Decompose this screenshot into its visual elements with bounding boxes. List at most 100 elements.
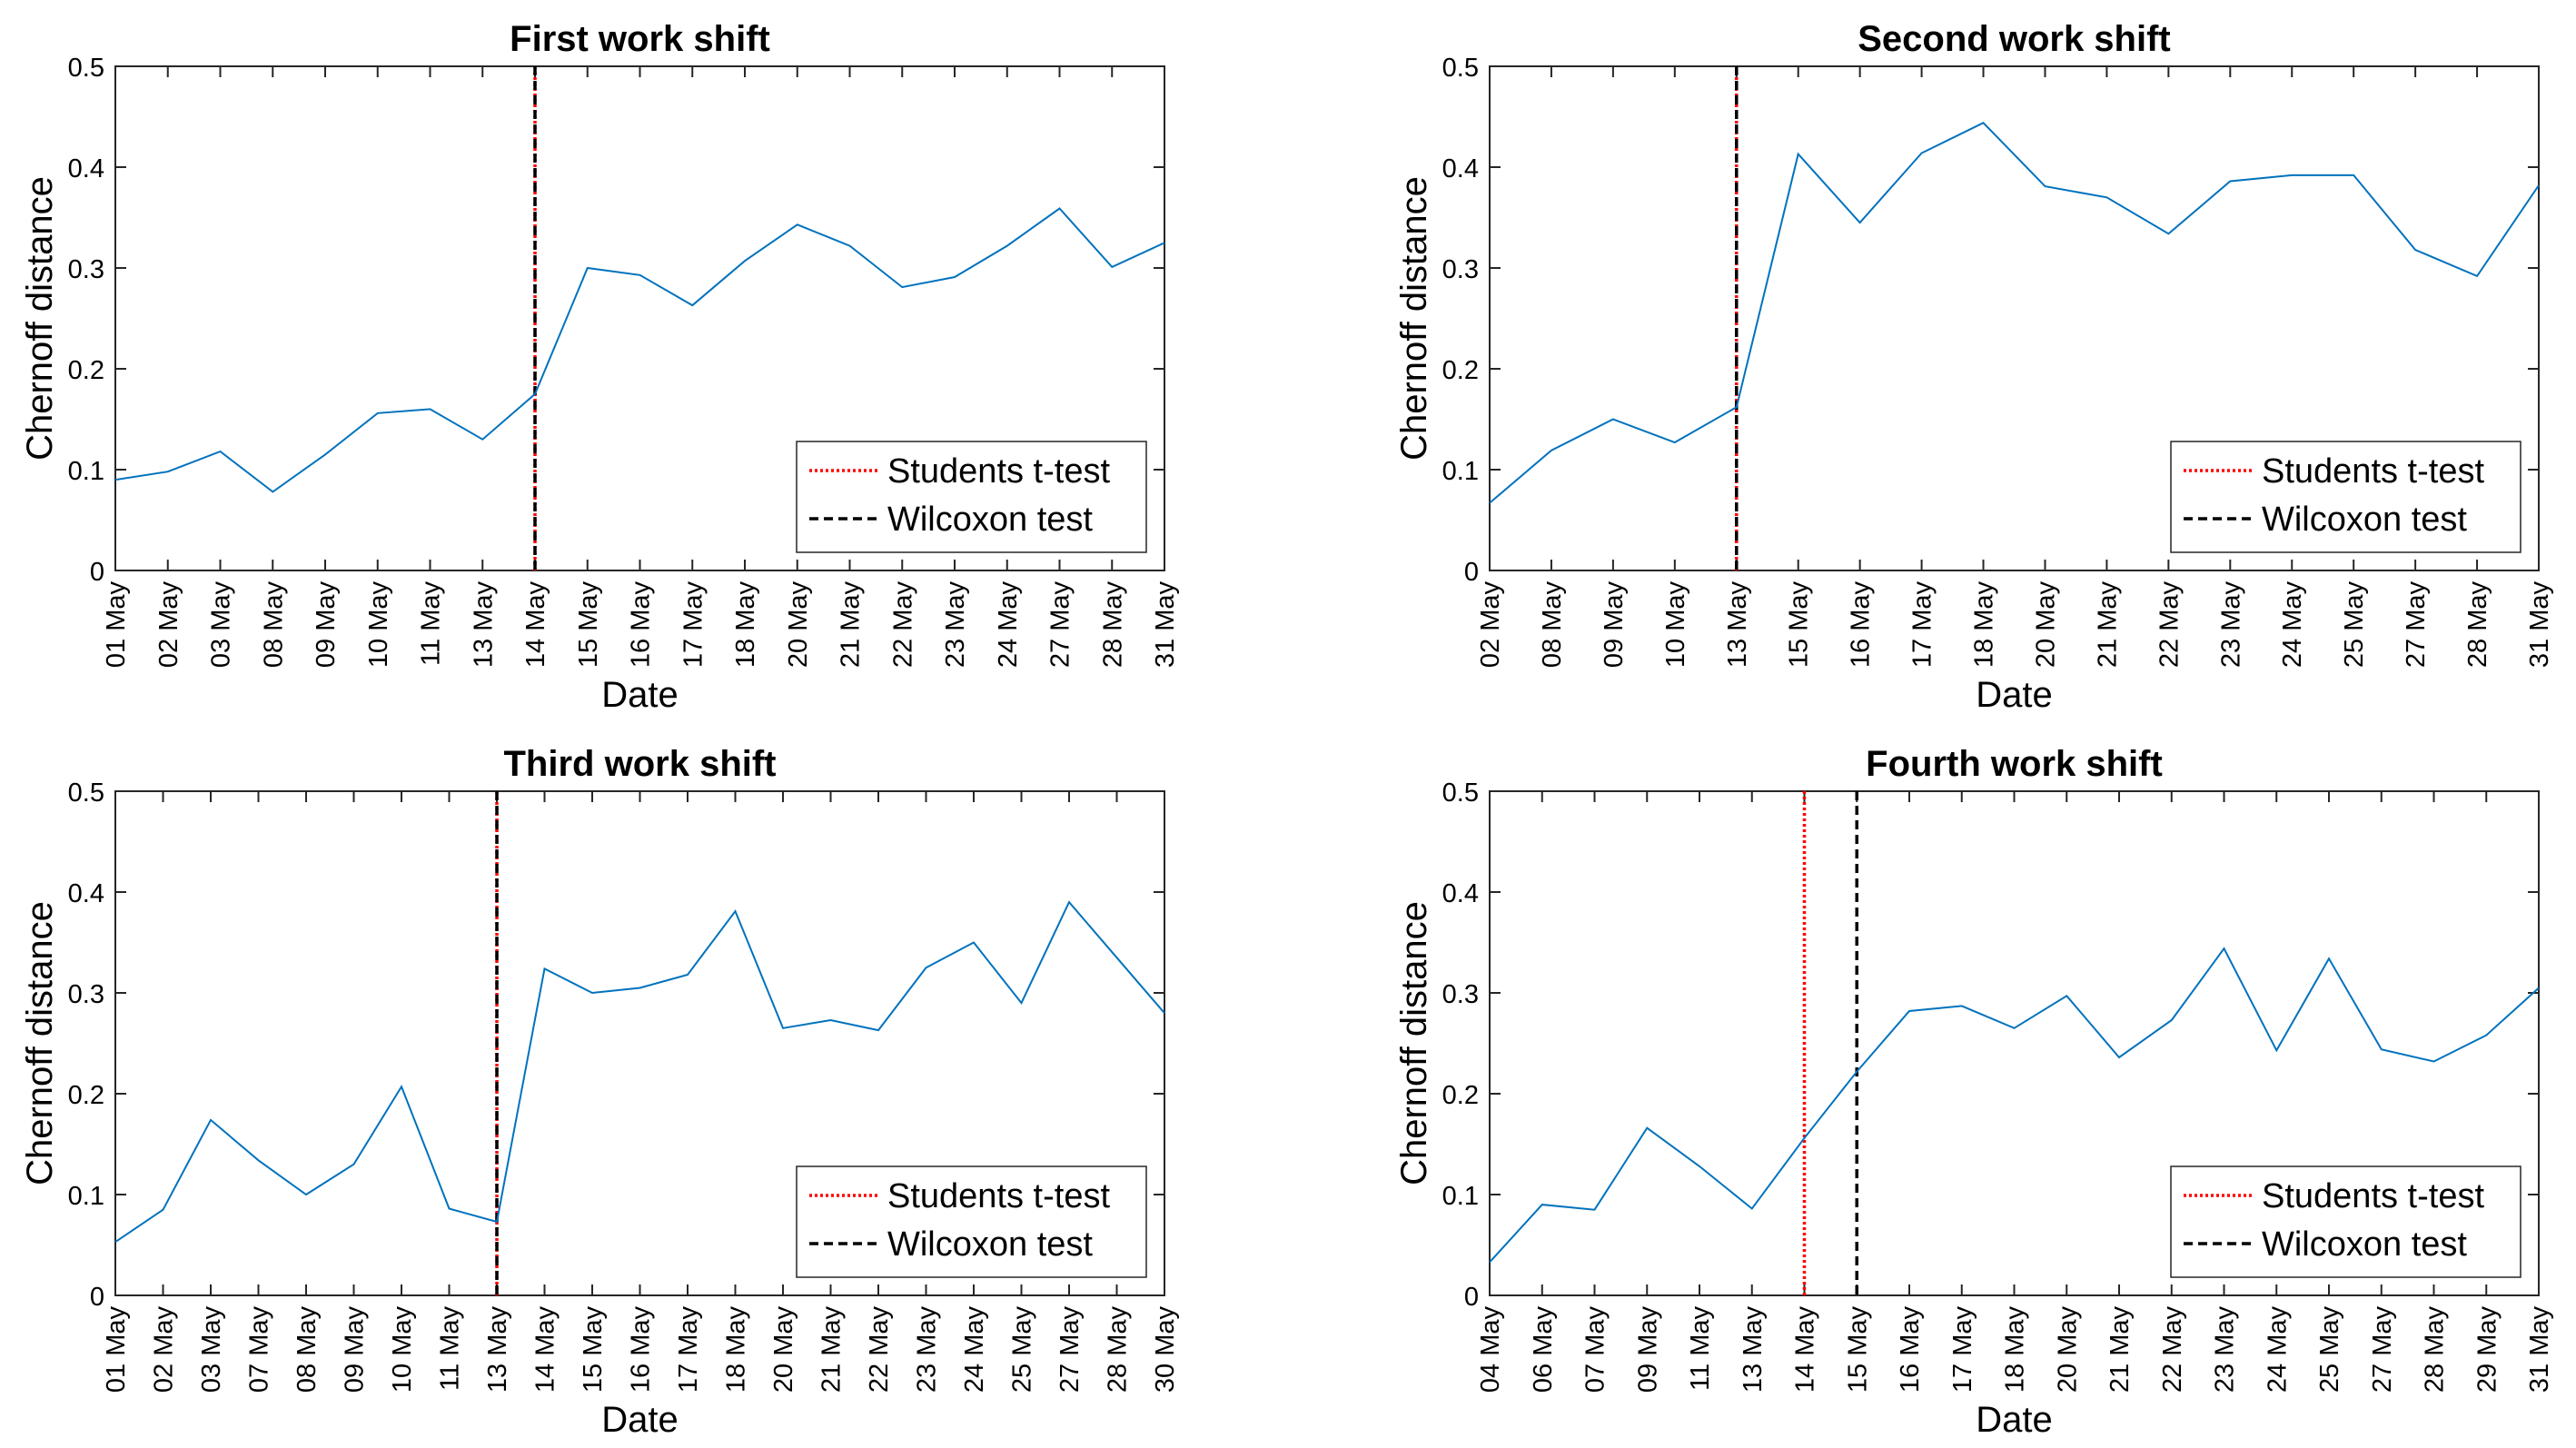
panel-fourth-work-shift: 0 0.1 0.2 0.3 0.4 0.5 04 May 06 May 07 May 09 May… <box>1394 744 2554 1440</box>
legend: Students t-test Wilcoxon test <box>2170 1165 2522 1278</box>
x-tick-label: 25 May <box>1008 1306 1037 1393</box>
x-tick-label: 28 May <box>1098 581 1127 669</box>
chart-title: Fourth work shift <box>1866 744 2163 784</box>
x-tick-label: 10 May <box>388 1306 417 1393</box>
x-tick-label: 09 May <box>312 581 341 669</box>
series-line <box>1489 947 2540 1264</box>
x-tick-label: 28 May <box>1104 1306 1133 1393</box>
legend-label: Wilcoxon test <box>2262 1225 2467 1264</box>
x-tick-label: 16 May <box>1847 581 1876 669</box>
y-tick-label: 0.5 <box>68 779 104 808</box>
x-tick-label: 18 May <box>731 581 760 669</box>
x-tick-label: 18 May <box>722 1306 751 1393</box>
legend-box <box>796 1165 1147 1278</box>
legend: Students t-test Wilcoxon test <box>796 1165 1147 1278</box>
x-tick-label: 07 May <box>245 1306 274 1393</box>
x-tick-label: 14 May <box>531 1306 560 1393</box>
x-tick-label: 15 May <box>1785 581 1814 669</box>
y-tick-label: 0.4 <box>1442 879 1479 908</box>
x-tick-label: 11 May <box>417 581 446 666</box>
y-tick-label: 0.2 <box>1442 356 1479 385</box>
x-tick-label: 18 May <box>1970 581 1999 669</box>
x-axis-label: Date <box>1976 675 2053 715</box>
x-tick-label: 27 May <box>2402 581 2431 669</box>
x-tick-label: 27 May <box>1046 581 1075 669</box>
y-tick-label: 0.2 <box>68 356 104 385</box>
x-tick-label: 06 May <box>1529 1306 1558 1393</box>
x-tick-label: 23 May <box>913 1306 942 1393</box>
y-axis-label: Chernoff distance <box>20 176 60 461</box>
x-tick-label: 15 May <box>574 581 603 669</box>
x-tick-label: 27 May <box>1055 1306 1085 1393</box>
x-tick-label: 27 May <box>2368 1306 2397 1393</box>
y-axis-label: Chernoff distance <box>1394 176 1434 461</box>
legend-box <box>796 441 1147 553</box>
x-tick-label: 24 May <box>960 1306 989 1393</box>
y-tick-label: 0.3 <box>68 980 104 1009</box>
x-tick-label: 24 May <box>994 581 1023 669</box>
y-tick-label: 0.3 <box>68 255 104 284</box>
x-tick-label: 20 May <box>2031 581 2060 669</box>
x-tick-label: 24 May <box>2263 1306 2292 1393</box>
series-line <box>114 207 1165 493</box>
y-tick-label: 0.1 <box>1442 457 1479 486</box>
y-tick-label: 0 <box>90 1283 104 1312</box>
x-tick-label: 09 May <box>1600 581 1629 669</box>
chart-title: Third work shift <box>504 744 777 784</box>
x-tick-label: 16 May <box>1896 1306 1925 1393</box>
x-tick-label: 13 May <box>483 1306 512 1393</box>
y-axis-label: Chernoff distance <box>1394 901 1434 1185</box>
legend-label: Students t-test <box>887 452 1110 491</box>
y-tick-label: 0.1 <box>68 1182 104 1211</box>
x-tick-label: 02 May <box>1476 581 1505 669</box>
x-tick-label: 17 May <box>674 1306 703 1393</box>
x-tick-label: 01 May <box>102 581 131 669</box>
chart-title: First work shift <box>510 19 770 59</box>
x-tick-label: 17 May <box>1948 1306 1977 1393</box>
y-tick-label: 0.3 <box>1442 980 1479 1009</box>
x-tick-label: 28 May <box>2421 1306 2450 1393</box>
y-tick-label: 0.1 <box>68 457 104 486</box>
x-tick-label: 13 May <box>1739 1306 1768 1393</box>
legend: Students t-test Wilcoxon test <box>2170 441 2522 553</box>
x-tick-label: 31 May <box>2525 1306 2554 1393</box>
y-tick-label: 0.5 <box>1442 779 1479 808</box>
x-tick-label: 24 May <box>2278 581 2307 669</box>
y-tick-label: 0.4 <box>68 154 104 183</box>
x-tick-label: 22 May <box>2155 581 2184 669</box>
x-tick-label: 10 May <box>1661 581 1690 669</box>
x-tick-label: 29 May <box>2472 1306 2502 1393</box>
x-tick-label: 18 May <box>2001 1306 2030 1393</box>
legend-box <box>2170 1165 2522 1278</box>
series-line <box>114 900 1165 1244</box>
x-tick-label: 25 May <box>2340 581 2369 669</box>
x-tick-label: 21 May <box>837 581 866 669</box>
x-tick-label: 16 May <box>627 1306 656 1393</box>
x-tick-label: 03 May <box>207 581 236 669</box>
y-tick-label: 0.2 <box>1442 1081 1479 1110</box>
x-tick-label: 22 May <box>888 581 917 669</box>
x-tick-label: 14 May <box>1791 1306 1820 1393</box>
y-tick-label: 0.3 <box>1442 255 1479 284</box>
x-tick-label: 28 May <box>2463 581 2492 669</box>
x-tick-label: 13 May <box>1723 581 1752 669</box>
x-tick-label: 15 May <box>1843 1306 1872 1393</box>
x-tick-label: 13 May <box>469 581 498 669</box>
x-axis-label: Date <box>601 1400 679 1440</box>
panel-first-work-shift: 0 0.1 0.2 0.3 0.4 0.5 01 May 02 May 03 May 08 May… <box>20 19 1180 715</box>
x-tick-label: 09 May <box>1633 1306 1662 1393</box>
x-tick-label: 17 May <box>1908 581 1937 669</box>
x-tick-label: 20 May <box>784 581 813 669</box>
legend-label: Students t-test <box>2262 452 2484 491</box>
legend-label: Students t-test <box>887 1177 1110 1215</box>
x-tick-label: 11 May <box>1686 1306 1715 1391</box>
x-tick-label: 09 May <box>341 1306 370 1393</box>
legend-label: Wilcoxon test <box>887 1225 1093 1264</box>
x-tick-label: 01 May <box>102 1306 131 1393</box>
y-tick-label: 0.4 <box>1442 154 1479 183</box>
legend-label: Wilcoxon test <box>887 501 1093 539</box>
y-axis-label: Chernoff distance <box>20 901 60 1185</box>
x-tick-label: 31 May <box>2525 581 2554 669</box>
x-axis-label: Date <box>1976 1400 2053 1440</box>
x-tick-label: 21 May <box>2105 1306 2135 1393</box>
